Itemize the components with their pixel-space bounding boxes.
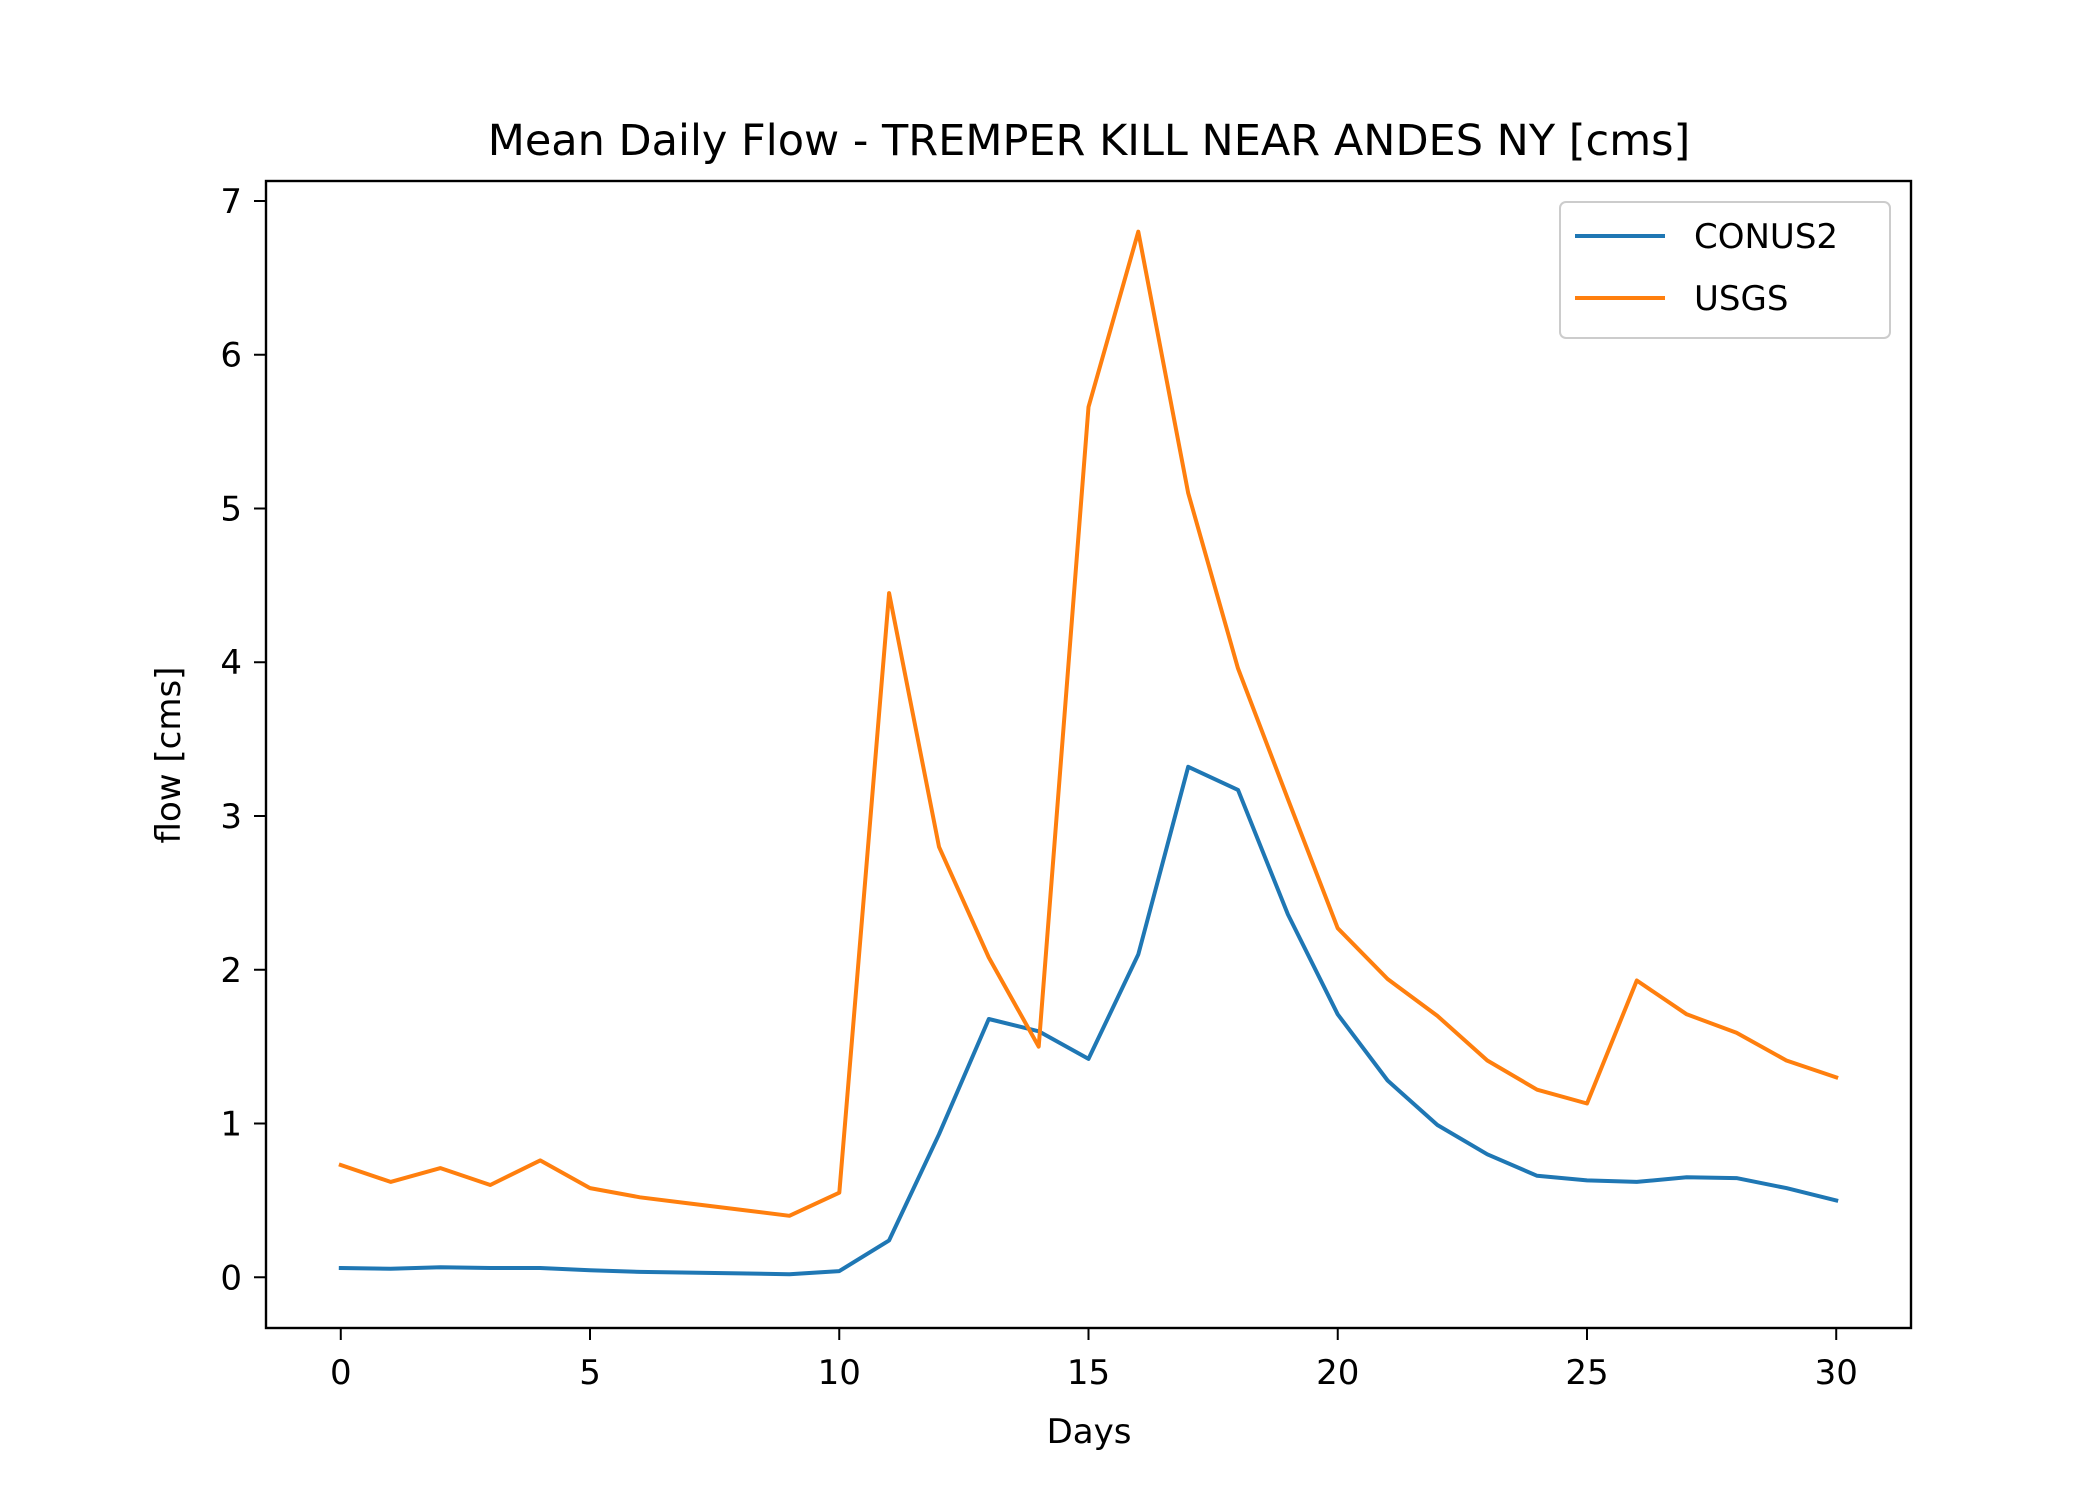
x-tick-label: 15 bbox=[1067, 1353, 1110, 1393]
series-line-conus2 bbox=[338, 764, 1839, 1277]
y-axis-ticks: 0 1 2 3 4 5 6 7 bbox=[220, 182, 266, 1298]
y-tick-label: 0 bbox=[220, 1258, 242, 1298]
x-tick-label: 25 bbox=[1565, 1353, 1608, 1393]
y-tick-label: 7 bbox=[220, 182, 242, 222]
y-tick-label: 2 bbox=[220, 951, 242, 991]
x-axis-ticks: 0 5 10 15 20 25 30 bbox=[330, 1328, 1858, 1393]
legend: CONUS2 USGS bbox=[1559, 201, 1891, 339]
y-tick-label: 6 bbox=[220, 336, 242, 376]
series-layer bbox=[338, 229, 1839, 1277]
x-tick-label: 20 bbox=[1316, 1353, 1359, 1393]
legend-label-conus2: CONUS2 bbox=[1694, 217, 1838, 257]
x-axis-label: Days bbox=[1047, 1412, 1132, 1452]
y-tick-label: 3 bbox=[220, 797, 242, 837]
y-tick-label: 1 bbox=[220, 1105, 242, 1145]
y-tick-label: 4 bbox=[220, 643, 242, 683]
x-tick-label: 30 bbox=[1815, 1353, 1858, 1393]
chart-title: Mean Daily Flow - TREMPER KILL NEAR ANDE… bbox=[488, 116, 1691, 166]
x-tick-label: 0 bbox=[330, 1353, 352, 1393]
y-tick-label: 5 bbox=[220, 489, 242, 529]
legend-label-usgs: USGS bbox=[1694, 279, 1788, 319]
y-axis-label: flow [cms] bbox=[149, 667, 189, 844]
x-tick-label: 5 bbox=[579, 1353, 601, 1393]
x-tick-label: 10 bbox=[818, 1353, 861, 1393]
series-line-usgs bbox=[338, 229, 1839, 1218]
